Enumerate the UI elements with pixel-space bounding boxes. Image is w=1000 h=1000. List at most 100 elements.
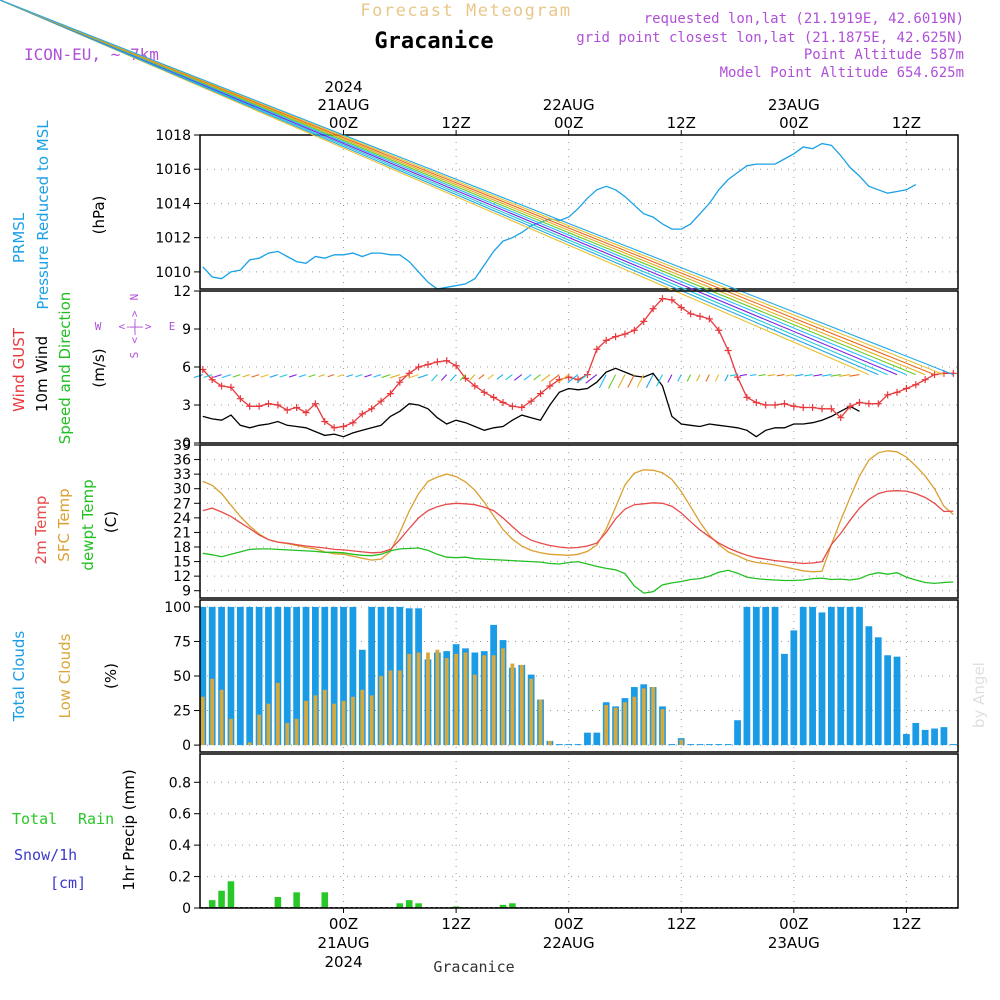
total-cloud-bar [874,637,882,746]
temp-y-tick-label: 21 [173,525,191,541]
wind-gust-marker [218,382,226,390]
total-cloud-bar [818,612,826,746]
wind-gust-marker [809,404,817,412]
wind-direction-arrow [346,374,354,378]
bottom-time-label: 23AUG [768,934,820,952]
temp-y-tick-label: 39 [173,438,191,454]
total-cloud-bar [574,744,582,746]
wind-direction-arrow [478,374,485,380]
low-cloud-bar [275,682,280,746]
wind-direction-arrow [636,374,645,388]
precip-rain-label: Rain [78,810,114,828]
wind-direction-arrow [557,374,570,384]
low-cloud-bar [351,696,355,746]
wind-gust-marker [330,424,338,432]
wind-direction-arrow [523,374,532,381]
total-cloud-bar [809,606,816,746]
wind-direction-arrow [656,374,663,387]
wind-direction-arrow [0,0,907,376]
wind-gust-marker [274,401,282,409]
low-cloud-bar [510,663,515,746]
low-cloud-bar [360,689,365,746]
wind-gust-marker [302,409,310,417]
top-time-label: 2024 [324,78,362,96]
wind-y-tick-label: 9 [182,322,191,338]
low-cloud-bar [379,676,383,746]
total-cloud-bar [912,722,920,746]
total-cloud-bar [734,720,741,746]
wind-gust-marker [264,400,272,408]
wind-gust-marker [490,393,498,401]
pressure-line [202,142,917,290]
requested-coords: requested lon,lat (21.1919E, 42.6019N) [644,11,964,27]
total-cloud-bar [837,606,845,746]
low-cloud-bar [313,695,318,746]
wind-frame [199,290,959,444]
total-cloud-bar [199,606,207,746]
wind-direction-arrow [548,374,560,383]
total-cloud-bar [781,653,788,746]
t2m-temp-line [202,490,954,565]
total-cloud-bar [903,734,910,746]
total-cloud-bar [265,606,272,746]
total-cloud-bar [940,727,948,746]
rain-bar [509,903,516,908]
low-cloud-bar [266,703,271,746]
wind-direction-arrow [260,374,269,378]
cloud-frame [199,599,959,753]
wind-direction-arrow [221,374,232,379]
wind-direction-arrow [541,374,551,382]
total-cloud-bar [752,606,760,746]
pressure-label-group: PRMSL Pressure Reduced to MSL (hPa) [10,120,108,310]
wind-gust-marker [396,378,404,386]
wind-gust-marker [921,376,929,384]
wind-direction-arrow [390,374,400,379]
top-time-label: 23AUG [768,96,820,114]
model-altitude: Model Point Altitude 654.625m [720,65,964,81]
total-cloud-bar [724,744,732,746]
cloud-y-tick-label: 25 [173,704,191,720]
wind-direction-arrow [355,374,363,378]
total-cloud-bar [790,630,798,746]
total-cloud-bar [668,744,676,746]
wind-y-tick-label: 0 [182,436,191,452]
rain-bar [274,897,282,908]
wind-gust-marker [893,388,901,396]
top-time-label: 00Z [554,114,583,132]
bottom-time-label: 12Z [667,915,696,933]
bottom-time-label: 21AUG [318,934,370,952]
wind-direction-arrow [269,374,279,378]
wind-direction-arrow [298,374,307,378]
wind-direction-arrow [459,374,466,381]
low-cloud-bar [444,658,449,746]
top-title: Forecast Meteogram [360,1,571,21]
wind-direction-arrow [776,374,785,377]
wind-gust-marker [518,404,526,412]
wind-gust-marker [715,326,723,334]
temp-frame [199,444,959,599]
wind-direction-arrow [0,0,898,376]
wind-direction-arrow [785,374,794,377]
low-cloud-bar [257,714,261,746]
total-cloud-bar [846,606,854,746]
wind-gust-marker [799,404,807,412]
total-cloud-bar [302,606,310,746]
place-title: Gracanice [374,29,493,54]
rain-bar [321,892,329,908]
total-cloud-bar [246,606,254,746]
top-time-label: 22AUG [543,96,595,114]
top-time-label: 12Z [667,114,696,132]
low-cloud-bar [538,699,543,746]
wind-direction-arrow [232,374,241,378]
wind-gust-marker [471,382,479,390]
wind-gust-marker [236,395,244,403]
temp-y-tick-label: 12 [173,569,191,585]
wind-gust-marker [912,381,920,389]
total-cloud-bar [893,656,901,746]
wind-gust-marker [668,296,676,304]
wind-gust-marker [349,419,357,427]
rain-bar [499,904,507,908]
wind-direction-arrow [533,374,541,381]
wind-gust-marker [705,315,713,323]
